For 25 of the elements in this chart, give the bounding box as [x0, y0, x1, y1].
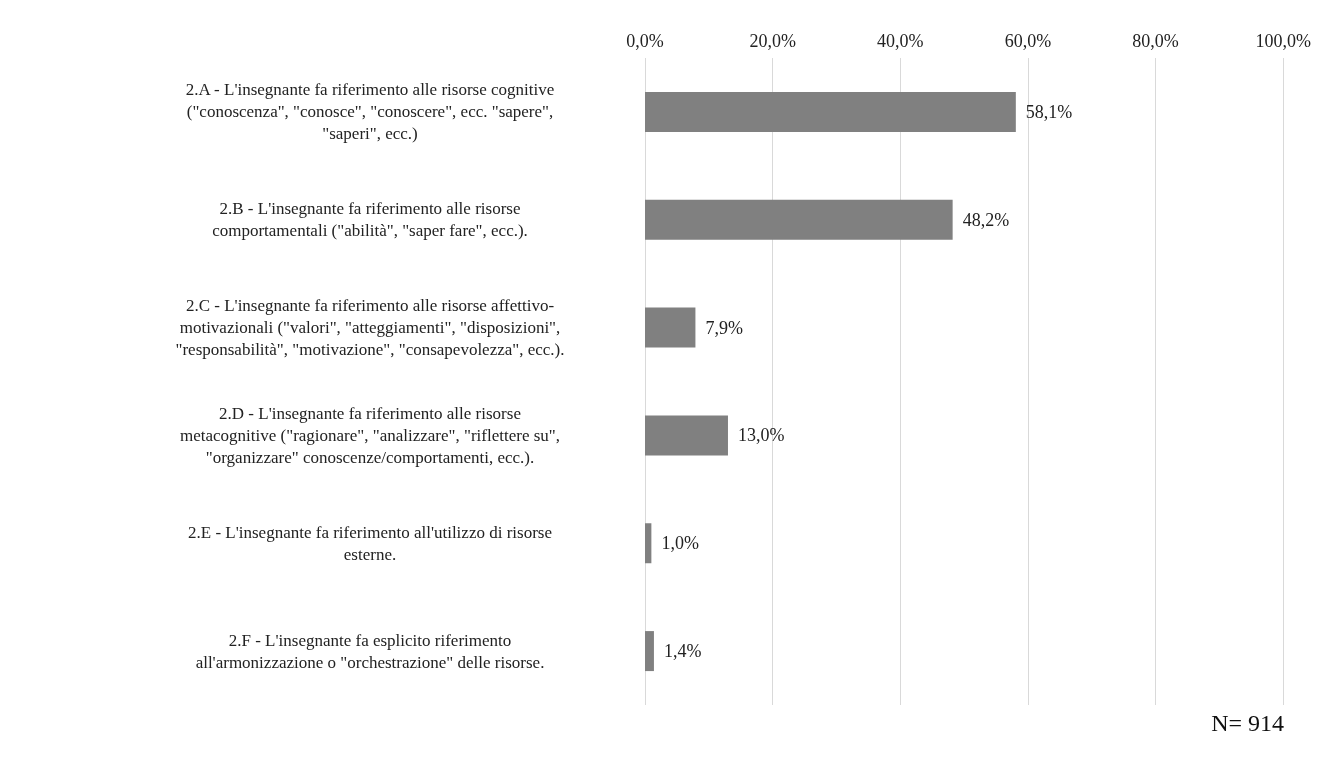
x-tick-label: 0,0%: [626, 31, 664, 51]
bar: [645, 199, 953, 240]
data-label: 48,2%: [962, 209, 1010, 230]
y-tick-label: 2.C - L'insegnante fa riferimento alle risorse affettivo- motivazionali ("valori", "atteggiamenti", "disposizioni", "responsabilità", "motivazione", "consapevolezza", ecc.).: [175, 296, 565, 360]
y-tick-label: 2.B - L'insegnante fa riferimento alle risorse comportamentali ("abilità", "saper fare", ecc.).: [212, 199, 528, 241]
y-tick-label: 2.A - L'insegnante fa riferimento alle risorse cognitive ("conoscenza", "conosce", "conoscere", ecc. "sapere", "saperi", ecc.): [185, 80, 555, 144]
data-label: 1,4%: [663, 641, 702, 662]
bar: [645, 307, 696, 348]
text: N= 914: [1211, 710, 1285, 736]
data-label: 13,0%: [737, 425, 785, 446]
y-tick-label: 2.E - L'insegnante fa riferimento all'utilizzo di risorse esterne.: [188, 522, 552, 564]
data-label: 7,9%: [705, 317, 743, 338]
x-tick-label: 40,0%: [877, 31, 924, 51]
x-tick-label: 20,0%: [749, 31, 796, 51]
bar: [645, 631, 654, 672]
x-tick-label: 80,0%: [1132, 31, 1179, 51]
y-tick-label: 2.F - L'insegnante fa esplicito riferimento all'armonizzazione o "orchestrazione" delle risorse.: [195, 630, 545, 672]
x-tick-label: 100,0%: [1255, 31, 1311, 51]
bar: [645, 415, 728, 456]
bar: [645, 523, 652, 564]
y-tick-label: 2.D - L'insegnante fa riferimento alle risorse metacognitive ("ragionare", "analizzare", "riflettere su", "organizzare" conoscenze/comportamenti, ecc.).: [179, 403, 561, 467]
data-label: 1,0%: [661, 533, 699, 554]
data-label: 58,1%: [1025, 101, 1073, 122]
x-tick-label: 60,0%: [1004, 31, 1052, 51]
bar: [645, 91, 1016, 132]
